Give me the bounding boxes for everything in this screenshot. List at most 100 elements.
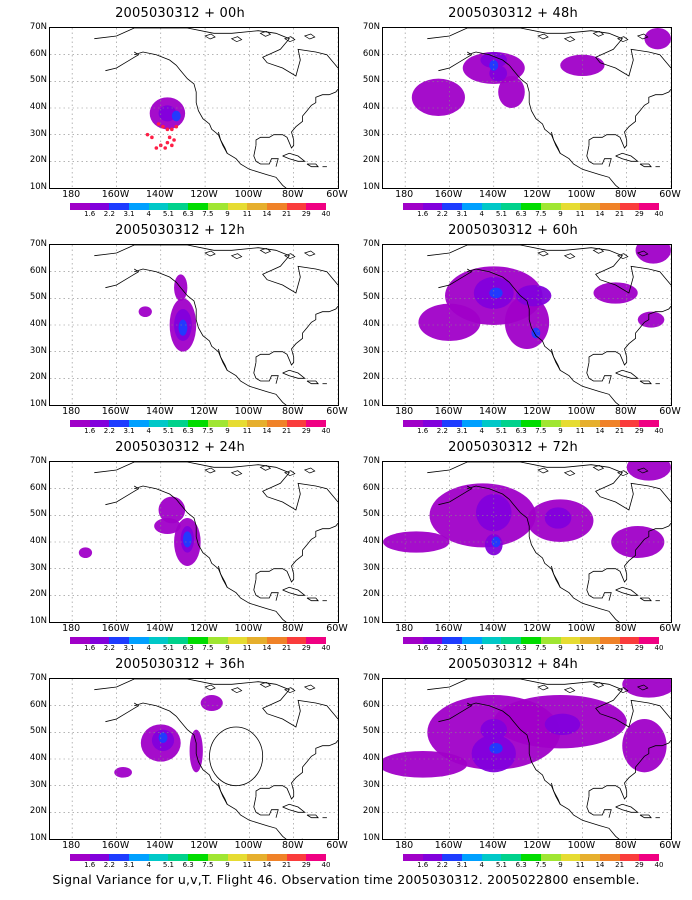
variance-contour: [114, 767, 132, 778]
colorbar-swatch: [266, 637, 287, 644]
variance-contour: [78, 547, 93, 558]
lat-tick-label: 60N: [29, 48, 47, 59]
observation-point: [170, 127, 174, 132]
lat-tick-label: 50N: [29, 726, 47, 737]
colorbar-swatch: [89, 203, 110, 210]
colorbar-label: 14: [262, 210, 272, 218]
lat-tick-label: 70N: [29, 673, 47, 683]
coastline: [218, 131, 228, 154]
colorbar-swatch: [148, 637, 169, 644]
variance-contour: [158, 732, 168, 743]
colorbar-labels: 1.6 2.2 3.1 4 5.1 6.3 7.5 9 11 14 21 29 40: [403, 210, 663, 219]
lon-tick-label: 120W: [190, 189, 218, 200]
map-area: [49, 244, 339, 406]
observation-point: [174, 124, 179, 129]
coastline: [438, 485, 473, 506]
coastline: [467, 268, 636, 405]
observation-point: [161, 124, 165, 129]
map-area: [49, 27, 339, 189]
colorbar-label: 2.2: [103, 644, 115, 652]
colorbar-swatch: [481, 637, 502, 644]
lon-tick-label: 180: [62, 406, 81, 417]
lon-tick-label: 80W: [614, 623, 637, 634]
lat-tick-label: 20N: [29, 155, 47, 166]
coastline: [588, 740, 671, 800]
colorbar-swatch: [403, 420, 423, 427]
colorbar-label: 6.3: [182, 644, 194, 652]
observation-point: [167, 135, 172, 140]
colorbar-label: 1.6: [417, 210, 429, 218]
colorbar-swatch: [89, 637, 110, 644]
lon-tick-label: 180: [395, 840, 414, 851]
lat-tick-label: 30N: [362, 345, 380, 356]
colorbar-swatch: [168, 203, 189, 210]
colorbar-label: 29: [301, 210, 311, 218]
lon-tick-label: 120W: [523, 840, 551, 851]
lon-tick-label: 120W: [190, 623, 218, 634]
colorbar-label: 40: [321, 861, 331, 869]
colorbar-label: 7.5: [202, 861, 214, 869]
colorbar-label: 11: [575, 861, 585, 869]
map-canvas: [50, 462, 338, 622]
variance-contour: [182, 531, 192, 548]
colorbar-swatch: [619, 420, 640, 427]
coastline: [134, 268, 303, 405]
observation-point: [156, 122, 161, 126]
colorbar-swatch: [207, 420, 228, 427]
map-panel: 2005030312 + 48h 70N 60N 50N 40N 30N 20N 10N 180…: [348, 0, 681, 219]
colorbar-swatch: [540, 854, 561, 861]
lat-tick-label: 40N: [29, 753, 47, 763]
colorbar-swatch: [188, 637, 208, 644]
coastline: [218, 782, 228, 805]
variance-contour: [411, 78, 465, 116]
colorbar-label: 5.1: [162, 427, 175, 435]
coastline: [255, 306, 338, 366]
colorbar-swatch: [442, 203, 463, 210]
colorbar-swatch: [521, 203, 541, 210]
lon-tick-label: 120W: [523, 623, 551, 634]
colorbar-swatch: [481, 203, 502, 210]
map-canvas: [383, 28, 671, 188]
coastline: [438, 51, 473, 72]
lat-tick-label: 50N: [29, 75, 47, 86]
lat-tick-label: 30N: [29, 345, 47, 356]
colorbar-swatch: [580, 420, 600, 427]
lat-tick-label: 10N: [29, 833, 47, 843]
map-area: [382, 244, 672, 406]
lat-tick-label: 60N: [362, 699, 380, 710]
lon-tick-label: 100W: [234, 623, 263, 634]
lat-tick-label: 40N: [29, 102, 47, 112]
variance-contour: [158, 105, 177, 122]
panel-title: 2005030312 + 24h: [115, 440, 245, 455]
colorbar-swatch: [247, 420, 267, 427]
lon-tick-label: 60W: [326, 623, 348, 634]
colorbar-label: 29: [301, 427, 311, 435]
colorbar-swatch: [501, 203, 522, 210]
colorbar-swatch: [462, 420, 482, 427]
colorbar-swatch: [148, 854, 169, 861]
lon-tick-label: 120W: [190, 840, 218, 851]
lon-tick-label: 60W: [659, 406, 681, 417]
coastline: [427, 245, 671, 294]
map-area: [382, 27, 672, 189]
colorbar-swatch: [286, 203, 307, 210]
colorbar-swatch: [286, 637, 307, 644]
coastline: [134, 485, 303, 622]
colorbar-swatch: [247, 854, 267, 861]
coastline: [615, 803, 639, 813]
colorbar-swatch: [403, 637, 423, 644]
coastline: [438, 268, 473, 289]
lat-tick-label: 50N: [362, 509, 380, 520]
variance-contour: [154, 518, 181, 534]
lon-tick-label: 60W: [326, 840, 348, 851]
colorbar-label: 21: [615, 644, 625, 652]
colorbar-label: 6.3: [515, 861, 527, 869]
colorbar-label: 21: [282, 427, 292, 435]
colorbar-label: 6.3: [515, 427, 527, 435]
lat-tick-label: 40N: [362, 319, 380, 329]
lon-tick-label: 180: [395, 189, 414, 200]
lat-tick-label: 60N: [29, 482, 47, 493]
colorbar-swatch: [560, 203, 581, 210]
coastline: [586, 362, 612, 384]
colorbar: [70, 203, 326, 210]
